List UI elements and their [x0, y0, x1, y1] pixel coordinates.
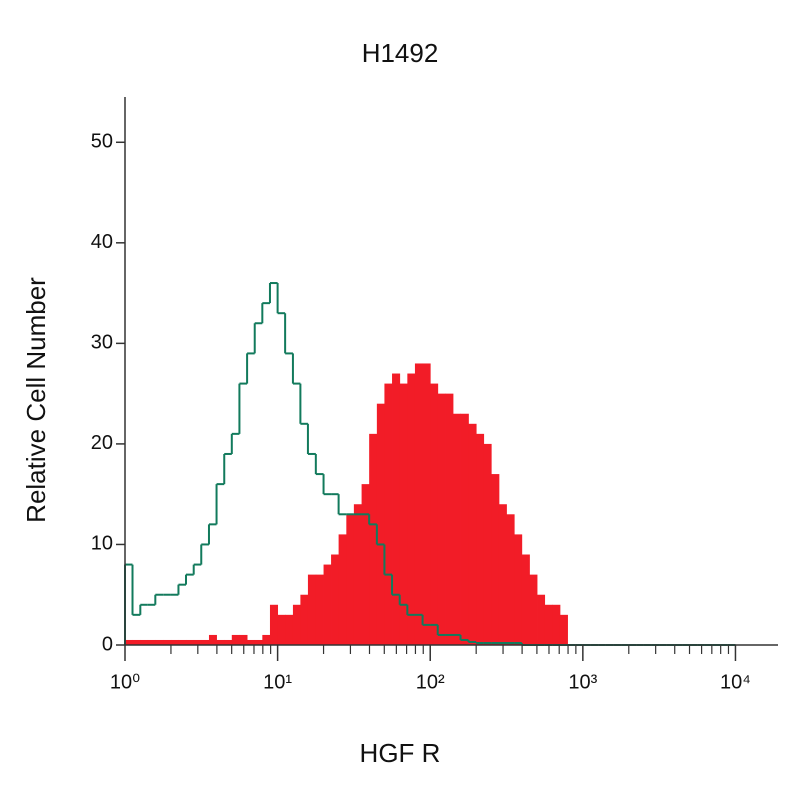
- histogram-bar: [125, 639, 133, 645]
- histogram-bar: [132, 639, 141, 645]
- histogram-bar: [407, 373, 416, 645]
- y-tick-label: 40: [91, 231, 113, 253]
- histogram-bar: [384, 383, 393, 645]
- histogram-bar: [460, 413, 469, 645]
- histogram-bar: [506, 514, 515, 645]
- histogram-bar: [491, 474, 500, 645]
- histogram-bar: [178, 639, 187, 645]
- histogram-bar: [476, 433, 485, 645]
- histogram-bar: [185, 639, 195, 645]
- histogram-bar: [559, 614, 568, 645]
- histogram-bar: [430, 383, 439, 645]
- histogram-bar: [247, 639, 256, 645]
- y-tick-label: 10: [91, 533, 113, 555]
- histogram-bar: [269, 604, 279, 645]
- histogram-bar: [392, 373, 401, 645]
- histogram-bar: [331, 554, 340, 645]
- y-axis-label: Relative Cell Number: [21, 277, 51, 523]
- y-tick-label: 30: [91, 332, 113, 354]
- histogram-bar: [552, 604, 561, 645]
- histogram-bar: [529, 574, 538, 645]
- histogram-bar: [147, 639, 156, 645]
- histogram-bar: [323, 564, 332, 645]
- histogram-bar: [399, 383, 408, 645]
- histogram-bar: [262, 634, 271, 645]
- histogram-bar: [239, 634, 248, 645]
- y-tick-label: 50: [91, 131, 113, 153]
- histogram-bar: [224, 639, 233, 645]
- x-tick-label: 10⁰: [110, 671, 140, 693]
- histogram-bar: [254, 639, 263, 645]
- histogram-bar: [376, 403, 385, 645]
- histogram-bar: [437, 393, 446, 645]
- histogram-bar: [468, 423, 477, 645]
- histogram-bar: [422, 363, 431, 645]
- histogram-bar: [163, 639, 172, 645]
- histogram-bar: [300, 594, 309, 645]
- histogram-bar: [208, 634, 217, 645]
- histogram-bar: [537, 594, 546, 645]
- chart-title: H1492: [362, 38, 439, 68]
- histogram-bar: [369, 433, 378, 645]
- x-axis-label: HGF R: [360, 738, 441, 768]
- x-tick-label: 10¹: [263, 671, 292, 693]
- histogram-bar: [498, 504, 507, 645]
- y-tick-label: 20: [91, 432, 113, 454]
- histogram-bar: [193, 639, 202, 645]
- histogram-bar: [346, 514, 355, 645]
- histogram-bar: [307, 574, 317, 645]
- x-tick-label: 10⁴: [720, 671, 751, 693]
- x-tick-label: 10³: [568, 671, 597, 693]
- histogram-bar: [521, 554, 530, 645]
- histogram-bar: [453, 413, 461, 645]
- histogram-bar: [544, 604, 553, 645]
- histogram-bar: [361, 484, 370, 645]
- histogram-bar: [353, 504, 362, 645]
- histogram-bar: [285, 614, 294, 645]
- histogram-bar: [277, 614, 286, 645]
- histogram-bar: [201, 639, 210, 645]
- histogram-bar: [315, 574, 324, 645]
- histogram-bar: [483, 443, 492, 645]
- histogram-bar: [216, 639, 225, 645]
- histogram-bar: [414, 363, 423, 645]
- histogram-bar: [140, 639, 149, 645]
- histogram-bar: [155, 639, 164, 645]
- histogram-bar: [338, 534, 347, 645]
- histogram-bar: [231, 634, 240, 645]
- x-tick-label: 10²: [416, 671, 445, 693]
- histogram-bar: [514, 534, 523, 645]
- histogram-bar: [445, 393, 454, 645]
- histogram-bar: [170, 639, 179, 645]
- plot-area: [124, 282, 736, 646]
- histogram-bar: [292, 604, 301, 645]
- y-tick-label: 0: [102, 633, 113, 655]
